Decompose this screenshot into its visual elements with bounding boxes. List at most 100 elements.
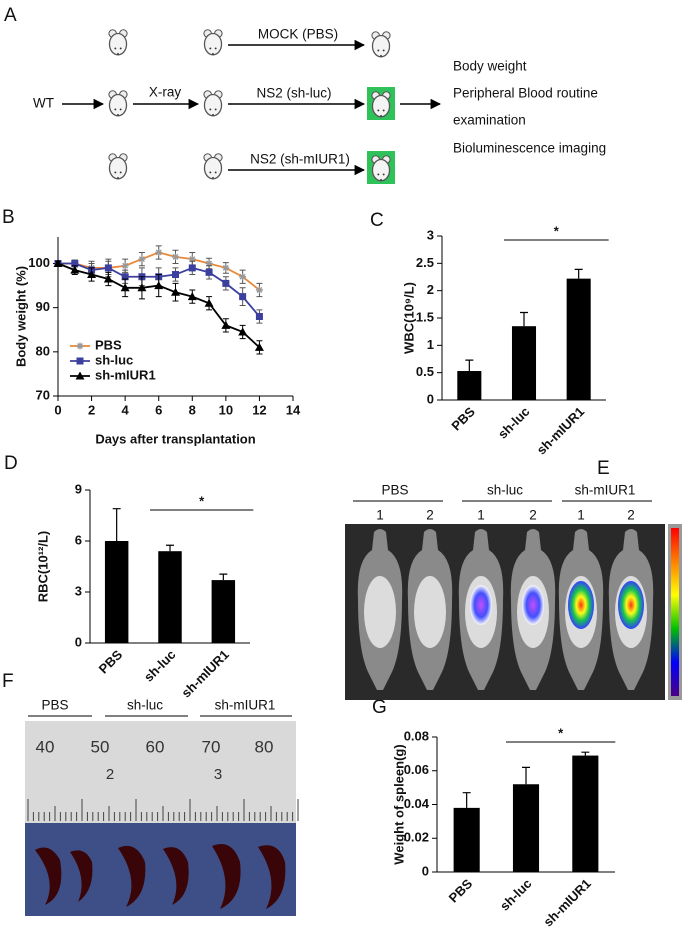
mouse-number: 1 xyxy=(376,508,384,523)
marker xyxy=(138,255,146,263)
group-label: PBS xyxy=(381,483,408,498)
mouse-icon xyxy=(203,29,223,56)
marker xyxy=(70,265,80,274)
colorbar xyxy=(671,528,679,696)
panel-label: B xyxy=(2,207,15,228)
x-tick-label: 0 xyxy=(54,402,61,417)
marker xyxy=(121,262,129,270)
x-tick-label: PBS xyxy=(448,404,478,434)
panel-label: D xyxy=(4,453,18,474)
ruler-number: 50 xyxy=(91,737,110,756)
y-tick-label: 0 xyxy=(75,634,82,649)
marker xyxy=(239,273,247,281)
marker xyxy=(103,274,113,283)
readout: Peripheral Blood routine xyxy=(453,86,598,101)
y-tick-label: 0.02 xyxy=(404,830,429,845)
error-bar xyxy=(219,573,228,581)
x-tick-label: 14 xyxy=(286,402,301,417)
mouse-number: 1 xyxy=(477,508,485,523)
diagram-label: NS2 (sh-mIUR1) xyxy=(250,152,350,167)
y-tick-label: 0 xyxy=(422,863,429,878)
spleen xyxy=(70,850,93,902)
error-bar xyxy=(166,544,174,552)
bar xyxy=(572,755,599,872)
y-tick-label: 80 xyxy=(36,343,50,358)
y-tick-label: 0.04 xyxy=(404,796,430,811)
legend-label: sh-mIUR1 xyxy=(95,367,156,382)
marker xyxy=(171,287,180,296)
x-tick-label: sh-mIUR1 xyxy=(534,404,588,458)
ruler-number: 40 xyxy=(36,737,55,756)
imaging-panel: PBS sh-luc sh-mIUR1 1 2 1 2 1 2 xyxy=(345,483,682,700)
y-tick-label: 0 xyxy=(427,391,434,406)
y-tick-label: 9 xyxy=(75,481,82,496)
y-tick-label: 1 xyxy=(427,337,434,352)
readout: Bioluminescence imaging xyxy=(453,141,606,156)
y-tick-label: 2 xyxy=(427,282,434,297)
marker xyxy=(204,298,214,307)
significance-label: * xyxy=(558,725,564,740)
error-bar xyxy=(581,751,590,756)
mouse-icon xyxy=(108,29,128,56)
panel-label: A xyxy=(4,5,17,26)
marker xyxy=(255,313,263,320)
marker xyxy=(104,264,112,272)
ruler-number: 70 xyxy=(202,737,221,756)
bar xyxy=(511,326,537,400)
marker xyxy=(222,279,230,287)
diagram-label: WT xyxy=(33,96,54,111)
diagram-label: X-ray xyxy=(149,85,182,100)
mouse-icon xyxy=(203,90,223,117)
panel-label: C xyxy=(370,210,384,231)
panel-label: F xyxy=(2,671,14,692)
diagram-label: NS2 (sh-luc) xyxy=(256,86,331,101)
bar xyxy=(211,580,236,643)
y-tick-label: 70 xyxy=(36,387,50,402)
marker xyxy=(238,327,248,336)
photo-background xyxy=(25,823,296,916)
readout: Body weight xyxy=(453,59,527,74)
bar xyxy=(104,541,129,643)
marker xyxy=(172,253,179,261)
legend-label: PBS xyxy=(95,337,122,352)
ruler-number: 2 xyxy=(106,766,114,783)
y-tick-label: 90 xyxy=(36,299,50,314)
y-tick-label: 3 xyxy=(75,583,82,598)
bar xyxy=(158,551,182,643)
ruler-number: 3 xyxy=(214,766,222,783)
mouse-number: 2 xyxy=(426,508,434,523)
marker xyxy=(87,270,97,279)
y-axis-title: Body weight (%) xyxy=(13,266,28,367)
y-tick-label: 2.5 xyxy=(416,255,434,270)
imaged-mice xyxy=(357,529,654,690)
marker xyxy=(255,286,263,294)
luminescence xyxy=(470,585,492,625)
x-tick-label: 6 xyxy=(155,402,162,417)
bar xyxy=(457,371,482,400)
x-tick-label: sh-luc xyxy=(497,876,535,914)
error-bar xyxy=(522,766,530,785)
x-tick-label: 2 xyxy=(88,402,95,417)
marker xyxy=(188,255,196,263)
marker xyxy=(205,268,213,276)
mouse-icon xyxy=(371,31,391,58)
y-tick-label: 100 xyxy=(28,255,50,270)
marker xyxy=(53,259,63,267)
x-tick-label: 8 xyxy=(189,402,196,417)
error-bar xyxy=(465,359,474,372)
group-label: PBS xyxy=(41,698,68,713)
marker xyxy=(76,342,84,350)
significance-label: * xyxy=(199,493,205,508)
luminescence xyxy=(568,581,594,629)
marker xyxy=(222,264,230,272)
marker xyxy=(172,271,179,279)
y-axis-title: WBC(10⁹/L) xyxy=(401,282,416,354)
marker xyxy=(188,264,196,272)
spleen xyxy=(118,845,146,907)
marker xyxy=(187,292,197,301)
marker xyxy=(221,320,231,329)
x-tick-label: sh-luc xyxy=(141,647,179,685)
ruler-number: 80 xyxy=(255,737,274,756)
spleen-panel: PBS sh-luc sh-mIUR1 40 50 60 70 80 2 3 xyxy=(25,698,299,916)
marker xyxy=(205,260,213,267)
